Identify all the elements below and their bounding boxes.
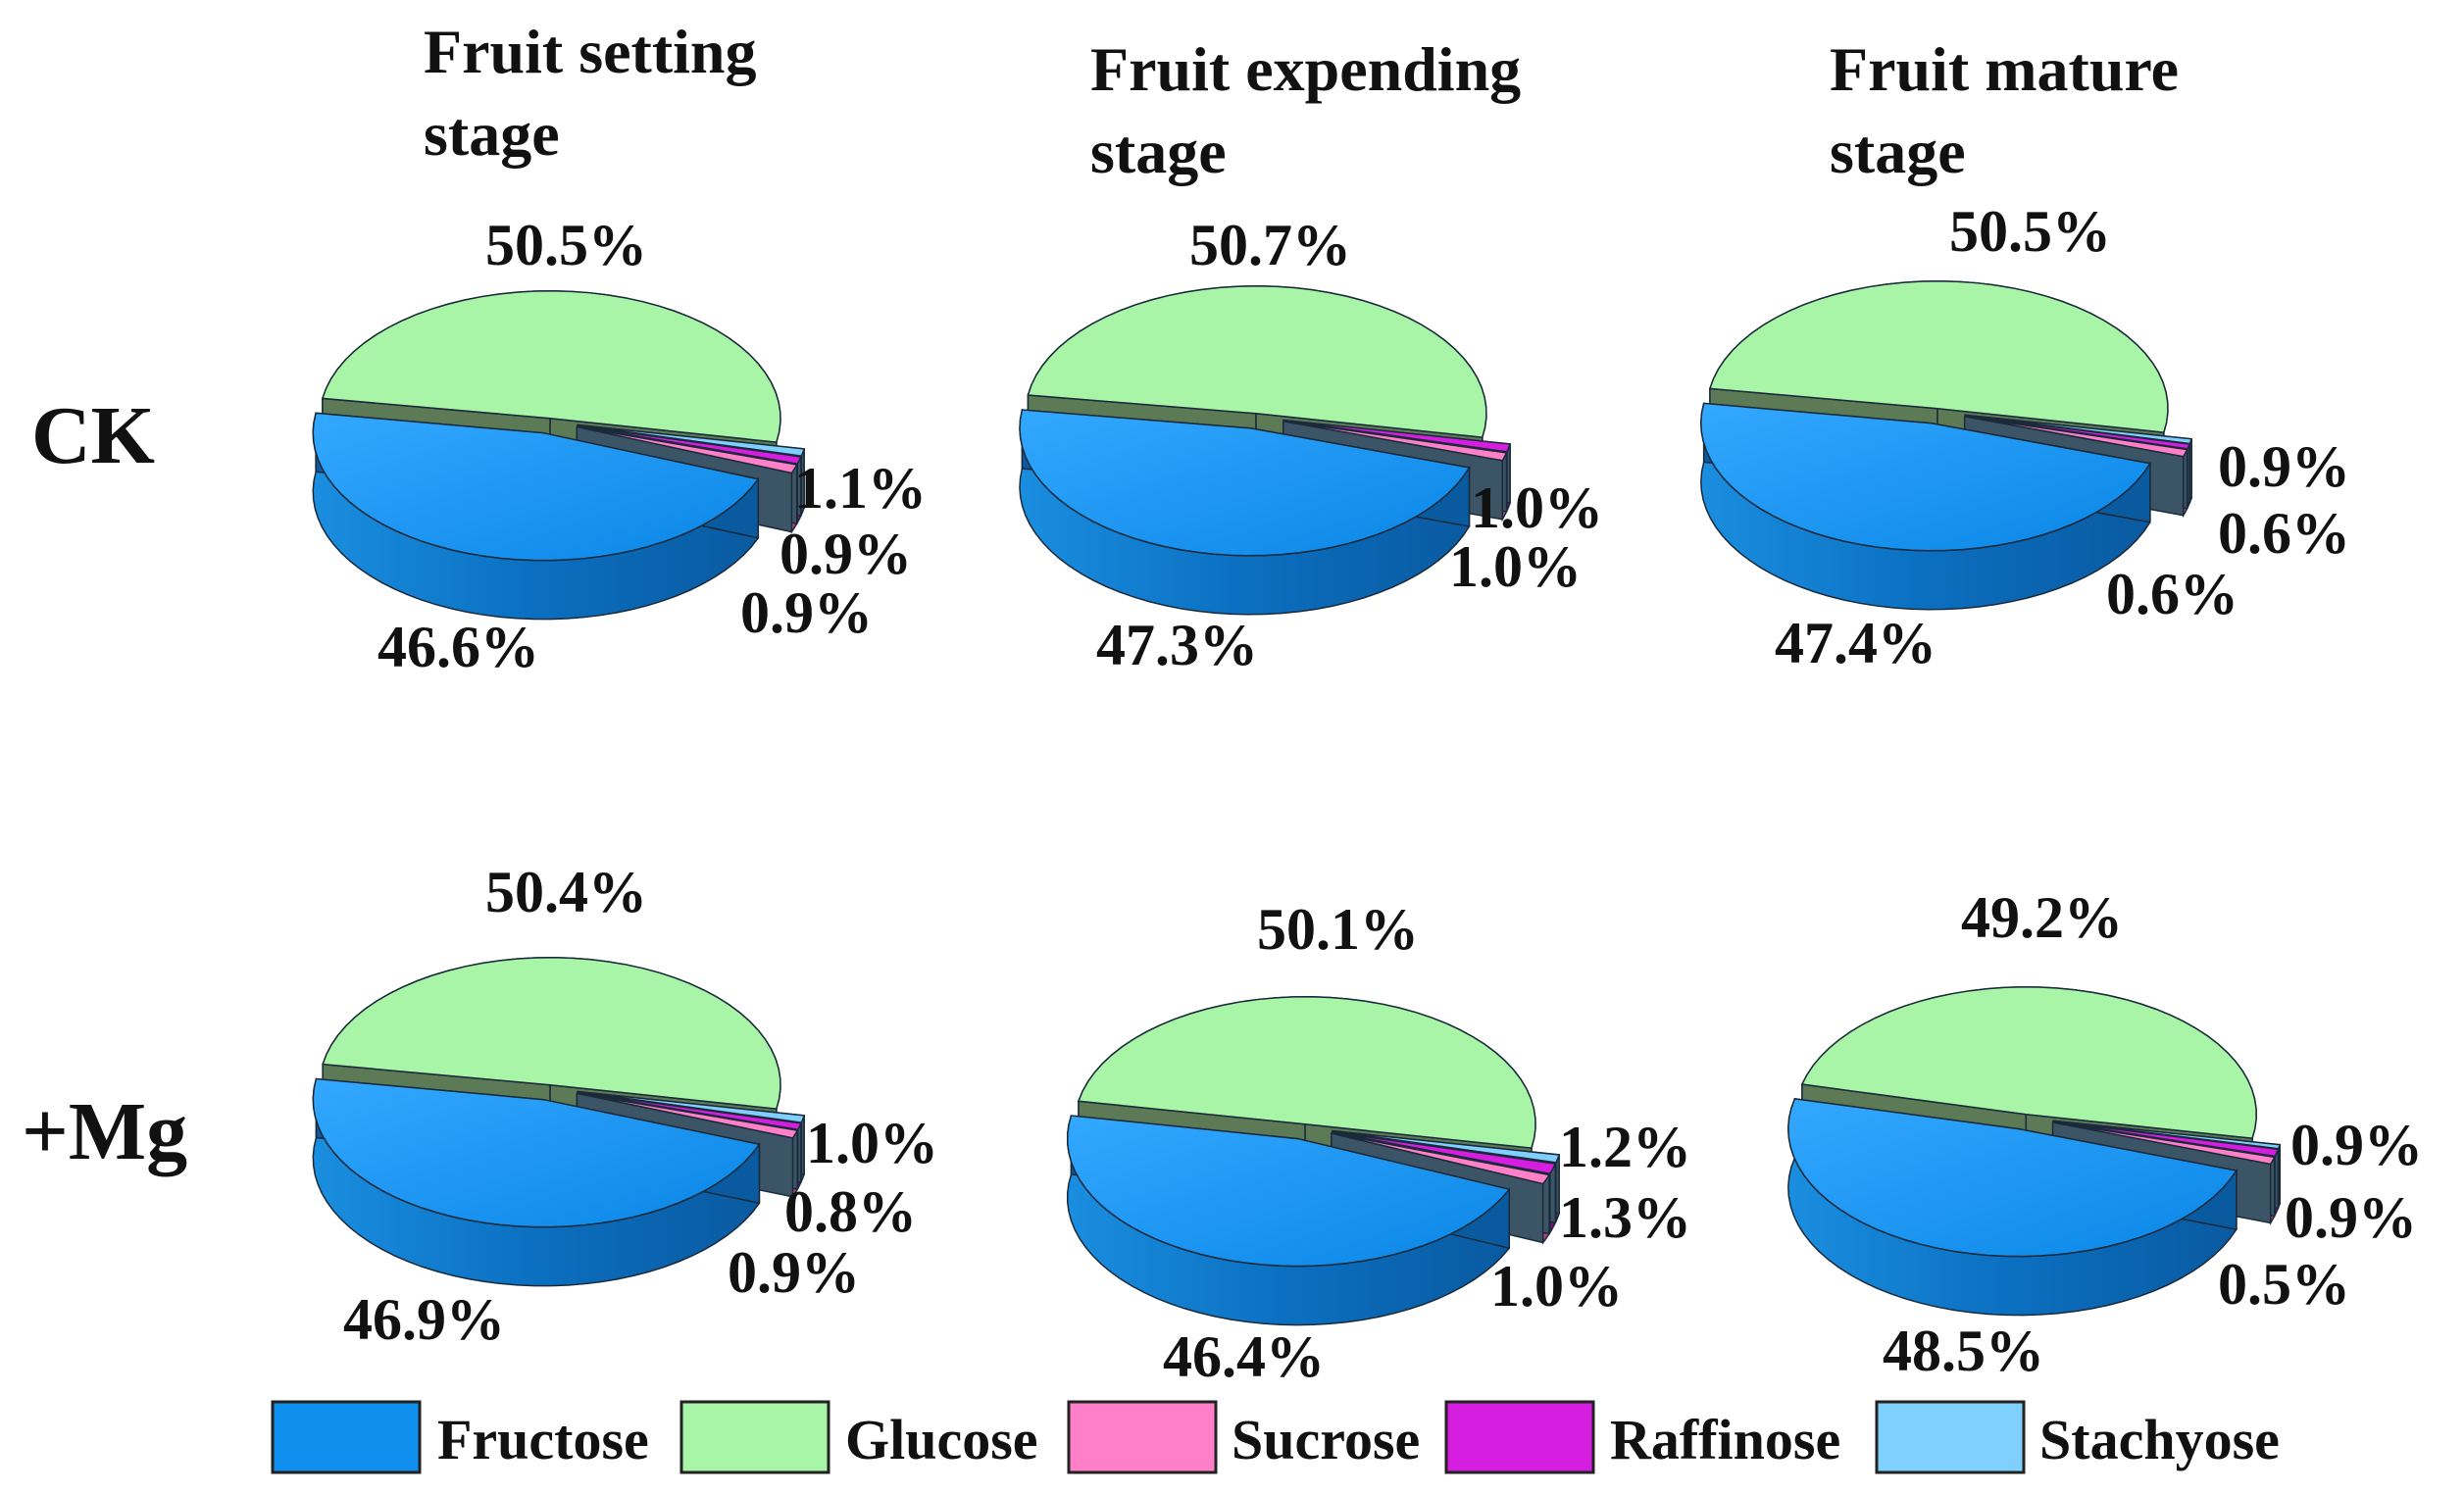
- pie-slice-stachyose: [1333, 1129, 1561, 1164]
- pie-slice-fructose: [1787, 1098, 2238, 1258]
- legend-label-glucose: Glucose: [845, 1408, 1038, 1471]
- row-label-ck: CK: [31, 390, 155, 481]
- data-label-fructose: 46.4%: [1163, 1324, 1325, 1389]
- data-label-stachyose: 0.5%: [2218, 1252, 2350, 1317]
- data-label-stachyose: 1.0%: [1490, 1254, 1623, 1319]
- pie-slice-fructose: [1019, 409, 1471, 557]
- pie-slice-stachyose: [578, 1090, 806, 1123]
- column-title-setting-line2: stage: [424, 99, 560, 169]
- pie-slice-glucose: [321, 290, 781, 443]
- pie-slice-fructose: [1067, 1115, 1511, 1268]
- pie-slice-raffinose: [1283, 419, 1512, 453]
- legend-label-stachyose: Stachyose: [2039, 1408, 2280, 1471]
- data-label-sucrose: 1.1%: [794, 456, 927, 521]
- data-label-raffinose: 0.6%: [2218, 501, 2350, 566]
- data-label-fructose: 46.6%: [377, 615, 539, 679]
- column-title-setting: Fruit setting: [424, 17, 757, 86]
- data-label-stachyose: 0.9%: [728, 1240, 860, 1305]
- pie-slice-sucrose: [1282, 420, 1508, 462]
- pie-chart-plus-mg-2: [1067, 996, 1561, 1326]
- legend-swatch-glucose: [679, 1400, 830, 1474]
- row-label-mg: +Mg: [22, 1086, 187, 1177]
- data-label-glucose: 50.5%: [1949, 199, 2111, 264]
- pie-slice-sucrose: [2052, 1121, 2276, 1166]
- legend-swatch-fructose: [271, 1400, 422, 1474]
- pie-slice-raffinose: [577, 1091, 802, 1131]
- pie-slice-raffinose: [2052, 1120, 2280, 1158]
- data-label-sucrose: 0.9%: [2290, 1113, 2423, 1177]
- pie-slice-stachyose: [578, 423, 806, 457]
- legend-swatch-sucrose: [1067, 1400, 1218, 1474]
- data-label-fructose: 47.4%: [1775, 611, 1936, 675]
- legend-label-fructose: Fructose: [437, 1408, 649, 1471]
- legend: Fructose Glucose Sucrose Raffinose Stach…: [271, 1400, 2280, 1474]
- pie-slice-sucrose: [1964, 416, 2188, 458]
- data-label-fructose: 47.3%: [1096, 613, 1258, 677]
- legend-swatch-stachyose: [1875, 1400, 2026, 1474]
- legend-swatch-raffinose: [1444, 1400, 1595, 1474]
- column-title-mature: Fruit mature: [1830, 34, 2179, 104]
- data-label-sucrose: 1.0%: [806, 1111, 938, 1175]
- pie-slice-glucose: [1800, 986, 2257, 1139]
- data-label-raffinose: 0.9%: [2285, 1185, 2417, 1250]
- pie-slice-glucose: [1077, 996, 1536, 1149]
- data-label-raffinose: 1.3%: [1559, 1185, 1691, 1250]
- column-title-expending: Fruit expending: [1090, 34, 1521, 104]
- legend-label-raffinose: Raffinose: [1610, 1408, 1840, 1471]
- column-title-mature-line2: stage: [1830, 117, 1966, 186]
- pie-chart-ck-3: [1700, 280, 2193, 611]
- column-title-expending-line2: stage: [1090, 117, 1227, 186]
- pie-slice-raffinose: [1332, 1131, 1557, 1175]
- data-label-glucose: 50.4%: [485, 860, 647, 924]
- data-label-glucose: 50.5%: [485, 213, 647, 277]
- data-label-raffinose: 0.8%: [784, 1179, 917, 1244]
- pie-slice-sucrose: [577, 1092, 799, 1139]
- data-label-fructose: 48.5%: [1883, 1319, 2044, 1383]
- data-label-glucose: 49.2%: [1961, 885, 2123, 950]
- pie-slice-glucose: [1708, 280, 2169, 433]
- data-label-sucrose: 0.9%: [2218, 434, 2350, 499]
- legend-label-sucrose: Sucrose: [1232, 1408, 1420, 1471]
- pie-slice-sucrose: [1331, 1132, 1551, 1185]
- pie-chart-plus-mg-3: [1787, 986, 2282, 1317]
- data-label-sucrose: 1.2%: [1559, 1115, 1691, 1179]
- pie-slice-raffinose: [577, 424, 802, 465]
- pie-chart-ck-1: [312, 290, 806, 621]
- data-label-raffinose: 0.9%: [779, 522, 912, 586]
- pie-slice-glucose: [322, 957, 781, 1110]
- pie-slice-raffinose: [1964, 415, 2191, 450]
- pie-slice-fructose: [312, 412, 760, 562]
- data-label-sucrose: 1.0%: [1471, 475, 1603, 540]
- data-label-fructose: 46.9%: [343, 1287, 505, 1352]
- data-label-stachyose: 0.9%: [740, 580, 873, 645]
- data-label-raffinose: 1.0%: [1449, 534, 1582, 599]
- pie-slice-fructose: [312, 1077, 761, 1228]
- pie-chart-ck-2: [1019, 284, 1512, 616]
- pie-slice-fructose: [1700, 402, 2152, 552]
- pie-slice-sucrose: [577, 425, 798, 474]
- data-label-glucose: 50.7%: [1189, 213, 1351, 277]
- pie-slice-glucose: [1027, 284, 1487, 438]
- data-label-glucose: 50.1%: [1257, 897, 1419, 962]
- data-label-stachyose: 0.6%: [2106, 562, 2238, 626]
- pie-chart-plus-mg-1: [312, 957, 806, 1287]
- pie-slice-stachyose: [2053, 1120, 2282, 1150]
